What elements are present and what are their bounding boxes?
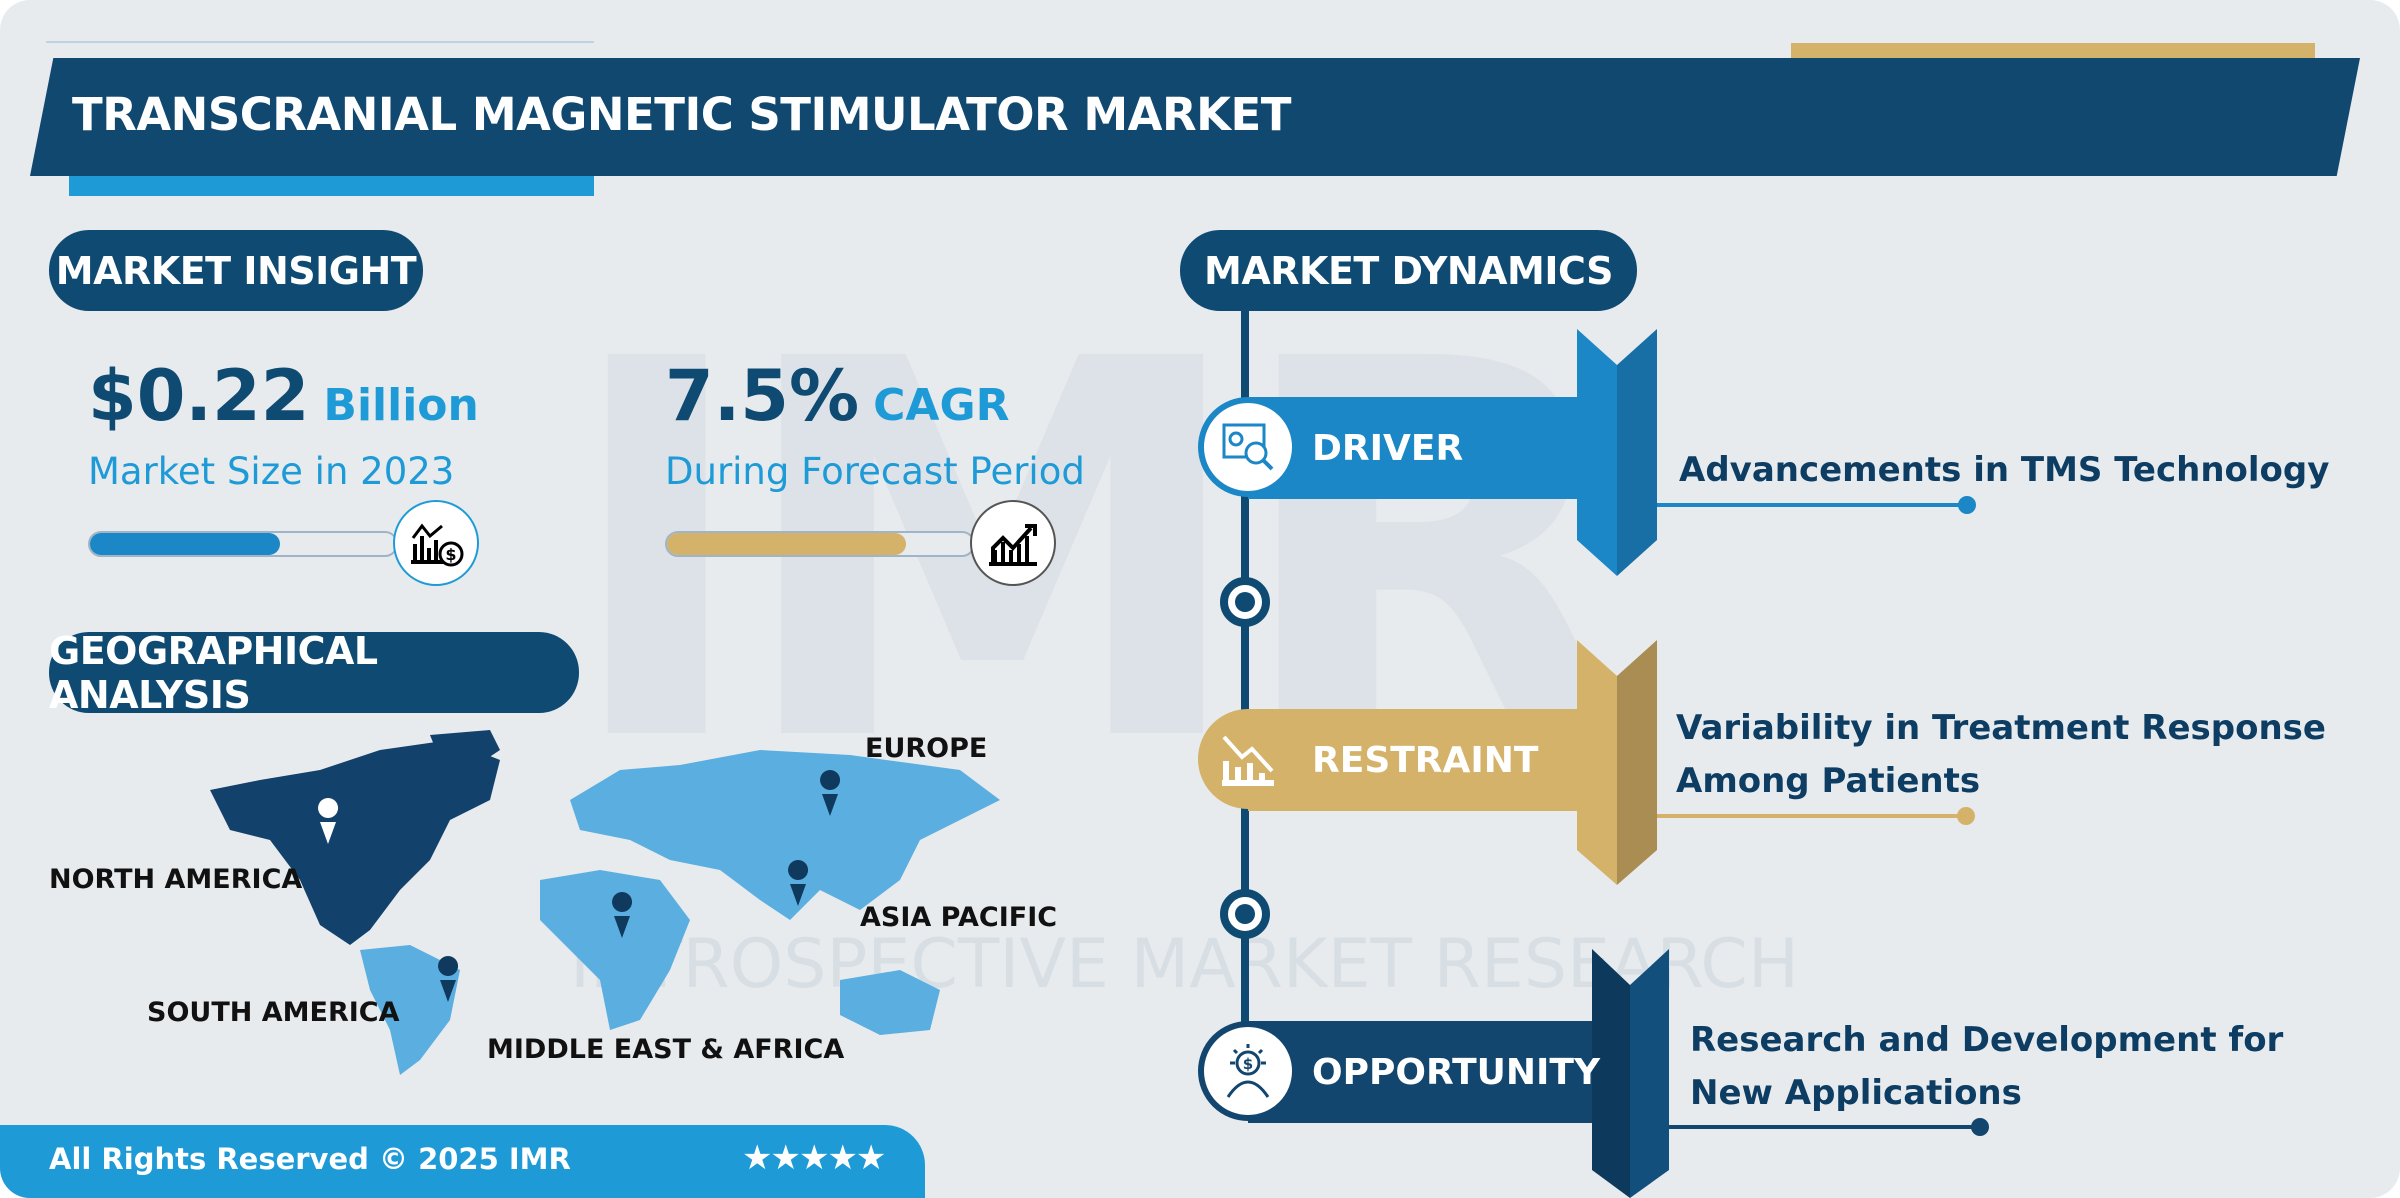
restraint-chevron-left	[1577, 640, 1617, 885]
opportunity-chevron-right	[1630, 949, 1669, 1198]
restraint-text-line: Variability in Treatment Response	[1676, 708, 2326, 748]
footer-bar	[0, 1125, 925, 1198]
opportunity-bar: OPPORTUNITY	[1248, 1021, 1600, 1123]
restraint-text-line: Among Patients	[1676, 761, 1981, 801]
top-line	[46, 41, 594, 43]
map-north-america	[210, 740, 500, 945]
timeline-line	[1241, 300, 1249, 1080]
restraint-chevron-right	[1617, 640, 1657, 885]
market-size-block: $0.22 Billion	[88, 355, 479, 437]
region-label-europe: EUROPE	[865, 733, 988, 764]
map-europe-asia	[570, 750, 1000, 920]
opportunity-connector-dot	[1971, 1118, 1989, 1136]
restraint-label: RESTRAINT	[1312, 739, 1539, 781]
cagr-block: 7.5% CAGR	[665, 355, 1009, 437]
growth-chart-icon	[970, 500, 1056, 586]
driver-chevron-left	[1577, 329, 1617, 576]
market-size-label: Market Size in 2023	[88, 450, 455, 493]
timeline-node	[1220, 577, 1270, 627]
cagr-value: 7.5%	[665, 355, 860, 437]
opportunity-label: OPPORTUNITY	[1312, 1051, 1601, 1093]
driver-text-line: Advancements in TMS Technology	[1679, 450, 2330, 490]
gold-accent-strip	[1791, 43, 2315, 59]
chart-dollar-icon: $	[393, 500, 479, 586]
timeline-node	[1220, 889, 1270, 939]
market-insight-heading: MARKET INSIGHT	[49, 230, 423, 311]
declining-chart-icon	[1198, 709, 1298, 809]
opportunity-text-line: New Applications	[1690, 1073, 2022, 1113]
rating-stars: ★★★★★	[742, 1138, 886, 1178]
market-size-unit: Billion	[323, 380, 479, 431]
driver-chevron-right	[1617, 329, 1657, 576]
svg-text:$: $	[1243, 1055, 1253, 1073]
driver-label: DRIVER	[1312, 427, 1464, 469]
pin-africa	[612, 892, 633, 938]
region-label-middle-east-africa: MIDDLE EAST & AFRICA	[487, 1034, 845, 1065]
opportunity-description: Research and Development for New Applica…	[1690, 1014, 2283, 1120]
pin-asia	[788, 860, 809, 906]
pin-europe	[820, 770, 841, 816]
opportunity-text-line: Research and Development for	[1690, 1020, 2284, 1060]
restraint-bar: RESTRAINT	[1248, 709, 1577, 811]
driver-connector-dot	[1958, 496, 1976, 514]
restraint-description: Variability in Treatment Response Among …	[1676, 702, 2326, 808]
cagr-unit: CAGR	[873, 380, 1010, 431]
analytics-icon	[1198, 397, 1298, 497]
region-label-asia-pacific: ASIA PACIFIC	[860, 902, 1058, 933]
market-size-value: $0.22	[88, 355, 310, 437]
driver-description: Advancements in TMS Technology	[1679, 444, 2329, 497]
map-africa	[540, 870, 690, 1030]
restraint-connector-dot	[1957, 807, 1975, 825]
opportunity-chevron-left	[1592, 949, 1630, 1198]
idea-dollar-icon: $	[1198, 1021, 1298, 1121]
cagr-bar	[665, 531, 975, 557]
market-dynamics-heading: MARKET DYNAMICS	[1180, 230, 1637, 311]
world-map	[210, 730, 1000, 1075]
map-greenland	[430, 730, 500, 770]
pin-north-america	[318, 798, 339, 844]
region-label-south-america: SOUTH AMERICA	[147, 997, 400, 1028]
title-banner	[30, 58, 2360, 176]
map-australia	[840, 970, 940, 1035]
driver-bar: DRIVER	[1248, 397, 1577, 499]
page-title: TRANSCRANIAL MAGNETIC STIMULATOR MARKET	[72, 88, 1291, 141]
cagr-label: During Forecast Period	[665, 450, 1085, 493]
copyright-text: All Rights Reserved © 2025 IMR	[49, 1142, 571, 1176]
map-south-america	[360, 945, 460, 1075]
svg-text:$: $	[445, 545, 456, 564]
geographical-analysis-heading: GEOGRAPHICAL ANALYSIS	[49, 629, 579, 717]
region-label-north-america: NORTH AMERICA	[49, 864, 303, 895]
market-size-bar	[88, 531, 398, 557]
pin-south-america	[438, 956, 459, 1002]
